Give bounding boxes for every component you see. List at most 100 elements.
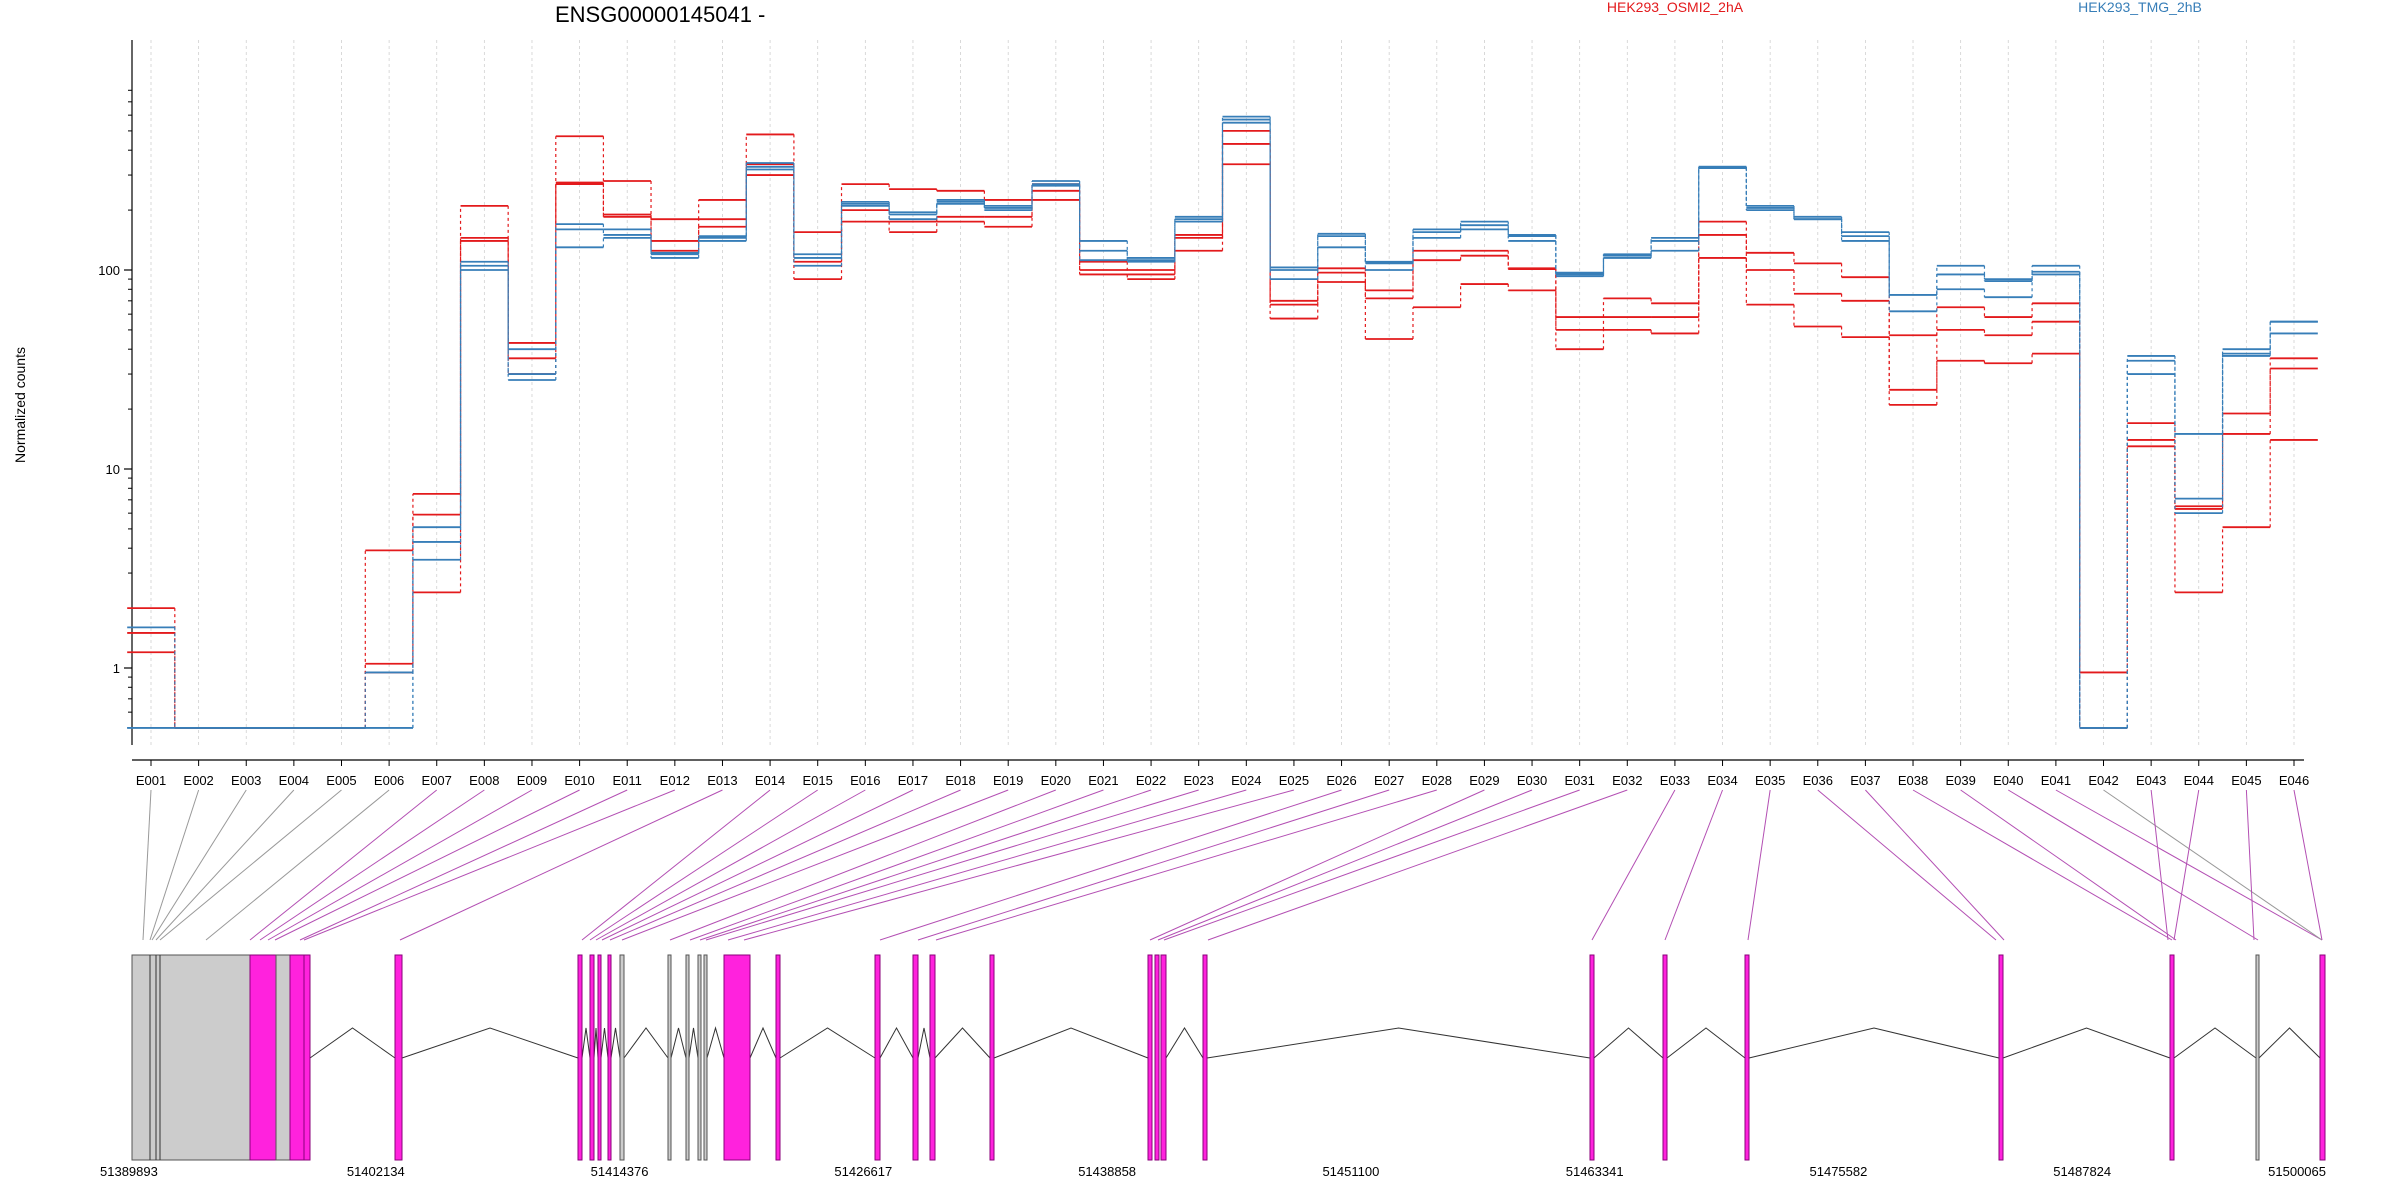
- exon-connector-lines: [142, 789, 2323, 941]
- exon-block-27: [1744, 954, 1750, 1161]
- intron-line: [688, 1027, 699, 1059]
- x-tick-label-E034: E034: [1707, 773, 1737, 788]
- x-tick-label-E043: E043: [2136, 773, 2166, 788]
- exon-connector-E045: [2245, 789, 2255, 941]
- series-HEK293_TMG_2hB-5: [127, 115, 2318, 729]
- x-tick-label-E035: E035: [1755, 773, 1785, 788]
- intron-line: [1165, 1027, 1204, 1059]
- x-tick-label-E004: E004: [279, 773, 309, 788]
- exon-connector-E011: [299, 789, 628, 941]
- x-tick-label-E021: E021: [1088, 773, 1118, 788]
- x-tick-label-E025: E025: [1279, 773, 1309, 788]
- exon-block-30: [2255, 954, 2260, 1161]
- x-tick-label-E008: E008: [469, 773, 499, 788]
- exon-connector-E032: [1207, 789, 1628, 941]
- exon-connector-E015: [589, 789, 818, 941]
- intron-line: [749, 1026, 777, 1059]
- exon-block-22: [1154, 954, 1160, 1161]
- exon-block-29: [2169, 954, 2175, 1161]
- x-tick-label-E026: E026: [1326, 773, 1356, 788]
- exon-block-18: [912, 954, 919, 1161]
- x-tick-label-E005: E005: [326, 773, 356, 788]
- genomic-tick-label-9: 51500065: [2268, 1164, 2326, 1179]
- x-tick-label-E011: E011: [613, 773, 642, 788]
- exon-block-8: [597, 954, 602, 1161]
- data-series: [127, 115, 2318, 729]
- intron-line: [993, 1027, 1149, 1059]
- x-tick-label-E044: E044: [2184, 773, 2214, 788]
- exon-connector-E006: [205, 789, 390, 941]
- intron-line: [309, 1027, 396, 1059]
- intron-line: [1593, 1027, 1664, 1059]
- intron-line: [2173, 1027, 2257, 1059]
- x-tick-label-E046: E046: [2279, 773, 2309, 788]
- exon-connector-E034: [1664, 789, 1724, 941]
- exon-connector-E035: [1747, 789, 1771, 941]
- exon-block-19: [929, 954, 936, 1161]
- x-tick-label-E006: E006: [374, 773, 404, 788]
- x-tick-label-E010: E010: [564, 773, 594, 788]
- intron-line: [600, 1027, 609, 1059]
- exon-connector-E021: [689, 789, 1104, 941]
- exon-block-24: [1202, 954, 1208, 1161]
- exon-connector-E013: [399, 789, 723, 941]
- genomic-tick-label-2: 51414376: [591, 1164, 649, 1179]
- exon-block-11: [667, 954, 672, 1161]
- x-tick-label-E001: E001: [136, 773, 166, 788]
- intron-line: [879, 1026, 914, 1059]
- y-tick-label-1: 1: [113, 661, 120, 676]
- intron-line: [1666, 1027, 1746, 1059]
- genomic-coordinate-axis: 51389893 51402134 51414376 51426617 51438858…: [100, 1164, 2326, 1179]
- intron-line: [779, 1027, 876, 1059]
- x-tick-label-E027: E027: [1374, 773, 1404, 788]
- intron-line: [917, 1027, 931, 1059]
- exon-connector-E017: [601, 789, 914, 941]
- intron-line: [2002, 1027, 2171, 1059]
- exon-connector-E007: [249, 789, 438, 941]
- exon-block-12: [685, 954, 690, 1161]
- intron-line: [670, 1027, 687, 1059]
- genomic-tick-label-3: 51426617: [834, 1164, 892, 1179]
- exon-connector-E036: [1817, 789, 1997, 941]
- exon-connector-E004: [155, 789, 295, 941]
- exon-connector-E043: [2150, 789, 2169, 941]
- exon-connector-E023: [705, 789, 1199, 941]
- x-tick-label-E024: E024: [1231, 773, 1261, 788]
- x-tick-label-E015: E015: [803, 773, 833, 788]
- exon-connector-E033: [1591, 789, 1676, 941]
- exon-block-2: [275, 954, 291, 1161]
- x-tick-label-E002: E002: [183, 773, 213, 788]
- legend-entry-osmi2: HEK293_OSMI2_2hA: [1607, 0, 1744, 15]
- exon-block-9: [607, 954, 612, 1161]
- exon-connector-E039: [1960, 789, 2177, 941]
- chart-title: ENSG00000145041 -: [555, 2, 765, 27]
- exon-connector-E019: [621, 789, 1009, 941]
- intron-line: [2258, 1027, 2321, 1059]
- gene-model: [131, 954, 2326, 1161]
- exon-connector-E027: [917, 789, 1390, 941]
- intron-line: [1206, 1027, 1591, 1059]
- x-tick-label-E036: E036: [1803, 773, 1833, 788]
- x-tick-label-E031: E031: [1564, 773, 1594, 788]
- y-axis-label: Normalized counts: [12, 347, 28, 463]
- exon-block-28: [1998, 954, 2004, 1161]
- exon-block-31: [2319, 954, 2326, 1161]
- exon-connector-E010: [274, 789, 580, 941]
- intron-line: [581, 1027, 591, 1059]
- exon-block-6: [577, 954, 583, 1161]
- exon-connector-E024: [727, 789, 1247, 941]
- x-tick-label-E039: E039: [1945, 773, 1975, 788]
- x-tick-label-E012: E012: [660, 773, 690, 788]
- exon-connector-E008: [259, 789, 485, 941]
- genomic-tick-label-5: 51451100: [1322, 1164, 1379, 1179]
- exon-connector-E002: [149, 789, 200, 941]
- intron-line: [401, 1027, 579, 1059]
- exon-connector-E038: [1912, 789, 2173, 941]
- x-tick-label-E033: E033: [1660, 773, 1690, 788]
- exon-block-10: [619, 954, 625, 1161]
- exon-connector-E040: [2008, 789, 2259, 941]
- exon-connector-E030: [1157, 789, 1533, 941]
- y-tick-label-10: 10: [106, 462, 120, 477]
- x-tick-label-E022: E022: [1136, 773, 1166, 788]
